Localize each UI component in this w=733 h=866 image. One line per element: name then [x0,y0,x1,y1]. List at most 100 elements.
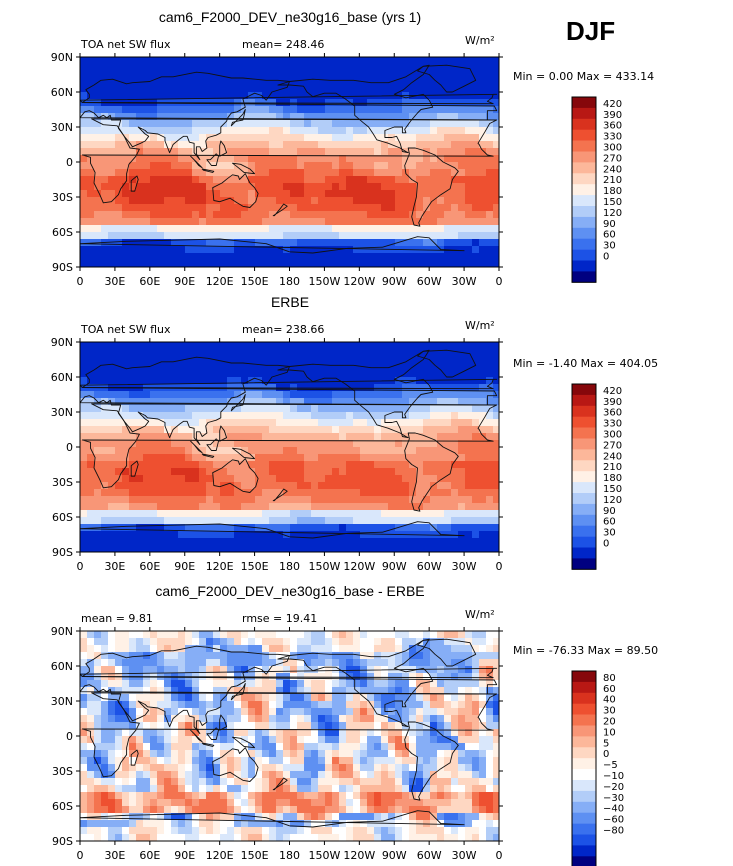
map-cell [185,454,193,462]
map-cell [80,246,88,254]
map-cell [157,405,165,413]
map-cell [346,260,354,267]
map-cell [101,92,109,100]
map-cell [87,92,95,100]
map-cell [458,57,466,65]
map-cell [458,503,466,511]
map-cell [115,701,123,709]
map-cell [143,489,151,497]
map-cell [416,419,424,427]
map-cell [157,489,165,497]
map-cell [87,71,95,79]
map-cell [472,531,480,539]
map-cell [346,489,354,497]
map-cell [409,204,417,212]
map-cell [206,253,214,261]
map-cell [283,426,291,434]
map-cell [248,715,256,723]
map-cell [269,232,277,240]
map-cell [241,342,249,350]
map-cell [311,510,319,518]
map-cell [199,454,207,462]
map-cell [150,356,158,364]
map-cell [430,211,438,219]
map-cell [360,454,368,462]
map-cell [332,197,340,205]
map-cell [297,211,305,219]
map-cell [297,106,305,114]
map-cell [87,743,95,751]
map-cell [143,666,151,674]
map-cell [325,211,333,219]
map-cell [304,743,312,751]
map-cell [164,218,172,226]
map-cell [87,176,95,184]
map-cell [283,652,291,660]
map-cell [108,134,116,142]
map-cell [157,190,165,198]
map-cell [262,218,270,226]
map-cell [108,398,116,406]
map-cell [360,433,368,441]
map-cell [255,701,263,709]
map-cell [269,246,277,254]
map-cell [332,141,340,149]
map-cell [150,503,158,511]
map-cell [185,433,193,441]
map-cell [185,510,193,518]
map-cell [479,475,487,483]
map-cell [101,680,109,688]
map-cell [360,538,368,546]
map-cell [122,405,130,413]
map-cell [332,461,340,469]
map-cell [234,162,242,170]
map-cell [409,715,417,723]
map-cell [206,447,214,455]
map-cell [150,638,158,646]
map-cell [325,638,333,646]
map-cell [255,92,263,100]
map-cell [185,342,193,350]
map-cell [458,680,466,688]
map-cell [283,757,291,765]
map-cell [388,631,396,639]
map-cell [164,538,172,546]
map-cell [80,708,88,716]
map-cell [458,743,466,751]
map-cell [234,106,242,114]
map-cell [122,468,130,476]
map-cell [80,64,88,72]
map-cell [101,120,109,128]
map-cell [472,356,480,364]
map-cell [227,211,235,219]
map-cell [325,225,333,233]
map-cell [339,538,347,546]
map-cell [241,162,249,170]
map-cell [325,113,333,121]
map-cell [108,743,116,751]
map-cell [346,127,354,135]
map-cell [255,176,263,184]
map-cell [479,736,487,744]
colorbar-tick-label: 30 [603,528,616,539]
map-cell [290,260,298,267]
map-cell [318,239,326,247]
map-cell [227,239,235,247]
map-cell [465,211,473,219]
map-cell [479,204,487,212]
map-cell [115,517,123,525]
map-cell [255,631,263,639]
map-cell [80,155,88,163]
map-cell [304,531,312,539]
map-cell [122,454,130,462]
map-cell [80,440,88,448]
map-cell [192,253,200,261]
map-cell [437,384,445,392]
map-cell [311,363,319,371]
map-cell [416,715,424,723]
map-cell [451,482,459,490]
map-cell [262,134,270,142]
map-cell [381,545,389,552]
map-cell [311,454,319,462]
map-cell [423,99,431,107]
